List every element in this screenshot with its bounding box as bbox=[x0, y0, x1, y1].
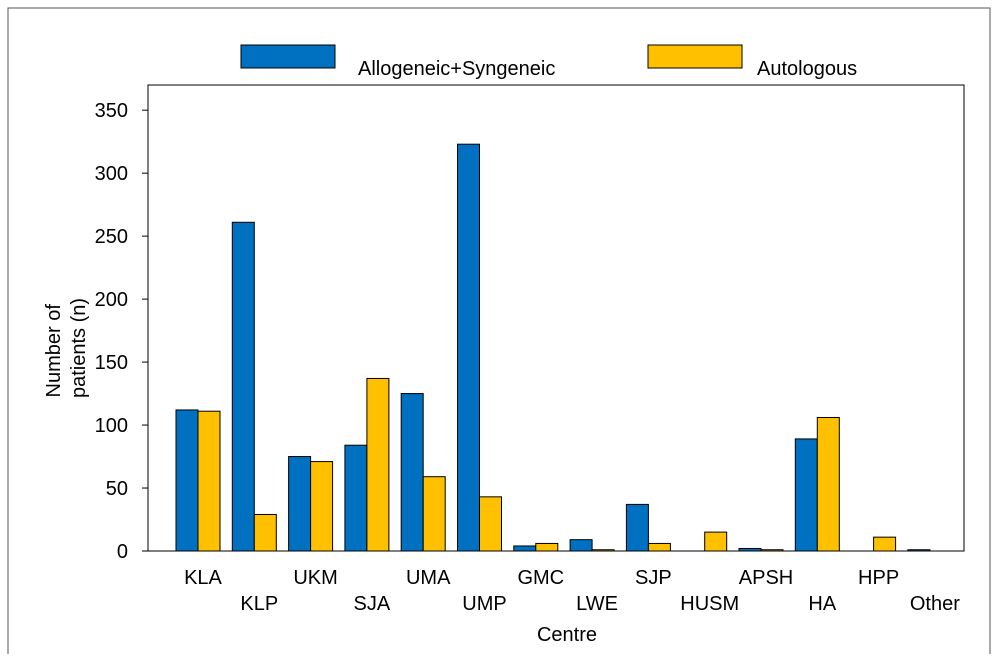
y-tick-label: 200 bbox=[95, 289, 128, 311]
x-tick-label: GMC bbox=[517, 567, 564, 589]
bar bbox=[231, 221, 255, 552]
bar bbox=[569, 539, 593, 552]
y-tick-label: 150 bbox=[95, 352, 128, 374]
bar bbox=[197, 410, 221, 552]
bar bbox=[366, 377, 390, 552]
x-tick-label: LWE bbox=[576, 593, 618, 615]
x-tick-label: APSH bbox=[739, 567, 793, 589]
bar bbox=[513, 545, 537, 552]
x-axis-label: Centre bbox=[537, 624, 597, 646]
plot-frame bbox=[147, 84, 965, 552]
x-tick-label: HPP bbox=[858, 567, 899, 589]
legend-label: Allogeneic+Syngeneic bbox=[358, 58, 555, 80]
bar bbox=[591, 549, 615, 552]
bar bbox=[253, 513, 277, 552]
bar bbox=[479, 496, 502, 552]
x-tick-label: KLA bbox=[184, 567, 222, 589]
x-tick-label: HA bbox=[808, 593, 836, 615]
bar bbox=[422, 476, 446, 552]
y-tick-label: 100 bbox=[95, 415, 128, 437]
bar bbox=[907, 549, 931, 552]
bar bbox=[625, 503, 649, 552]
x-tick-label: UMA bbox=[406, 567, 451, 589]
bar bbox=[760, 549, 784, 552]
frame bbox=[7, 7, 991, 659]
bar bbox=[873, 536, 897, 552]
y-tick-label: 300 bbox=[95, 163, 128, 185]
x-tick-label: Other bbox=[910, 593, 960, 615]
y-tick-label: 0 bbox=[117, 541, 128, 563]
bar bbox=[400, 393, 424, 552]
x-tick-label: UKM bbox=[293, 567, 337, 589]
bar bbox=[647, 542, 671, 552]
bar bbox=[175, 409, 199, 552]
y-axis-label-line: Number of bbox=[43, 304, 65, 398]
y-axis-label: Number of patients (n) bbox=[43, 298, 90, 398]
x-tick-label: KLP bbox=[240, 593, 278, 615]
bar bbox=[794, 438, 818, 552]
y-tick-label: 250 bbox=[95, 226, 128, 248]
legend-swatch bbox=[240, 44, 336, 69]
bar bbox=[738, 547, 762, 552]
x-tick-label: SJP bbox=[635, 567, 672, 589]
bar bbox=[344, 444, 368, 552]
x-tick-label: SJA bbox=[354, 593, 391, 615]
legend-label: Autologous bbox=[757, 58, 857, 80]
bar bbox=[310, 461, 334, 552]
y-axis-label-line: patients (n) bbox=[68, 298, 90, 398]
legend-swatch bbox=[647, 44, 743, 69]
y-tick-label: 350 bbox=[95, 100, 128, 122]
y-tick-label: 50 bbox=[106, 478, 128, 500]
x-tick-label: HUSM bbox=[680, 593, 739, 615]
bar bbox=[535, 542, 559, 552]
bar bbox=[288, 456, 312, 552]
bar bbox=[704, 531, 728, 552]
bar bbox=[457, 143, 480, 552]
bar bbox=[816, 416, 840, 552]
x-tick-label: UMP bbox=[462, 593, 506, 615]
